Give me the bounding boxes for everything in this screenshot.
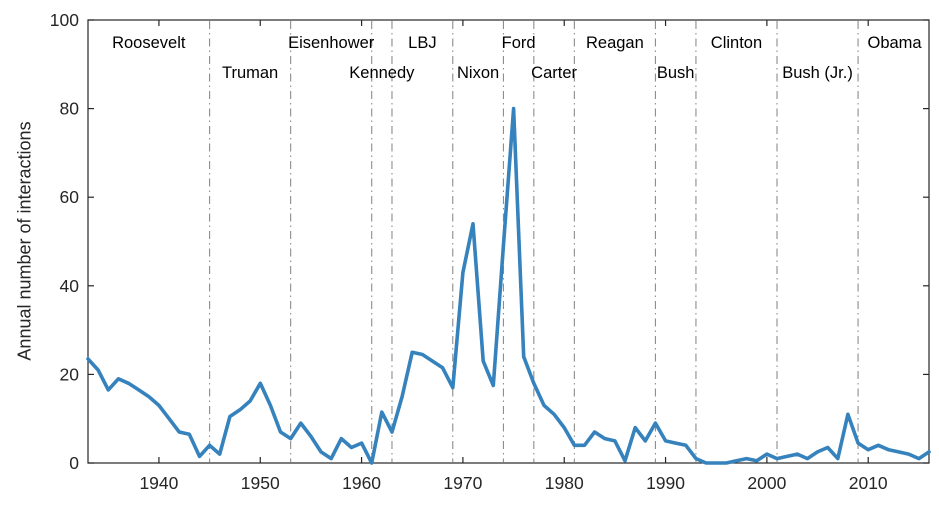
president-label-eisenhower: Eisenhower: [288, 34, 375, 52]
y-axis-label: Annual number of interactions: [14, 121, 35, 361]
interactions-line-series: [86, 106, 931, 465]
president-label-roosevelt: Roosevelt: [112, 34, 186, 52]
y-tick-label: 0: [69, 453, 79, 473]
president-label-ford: Ford: [501, 34, 536, 52]
president-label-lbj: LBJ: [408, 34, 437, 52]
y-tick-label: 60: [60, 187, 80, 207]
y-tick-label: 100: [50, 10, 79, 30]
president-label-bush-jr: Bush (Jr.): [782, 64, 853, 82]
axes-box: [87, 19, 930, 464]
x-tick-label: 2000: [747, 473, 786, 493]
president-label-truman: Truman: [221, 64, 279, 82]
x-tick-label: 1960: [342, 473, 381, 493]
y-tick-label: 20: [60, 364, 80, 384]
president-label-nixon: Nixon: [457, 64, 500, 82]
president-label-carter: Carter: [531, 64, 578, 82]
president-label-bush: Bush: [656, 64, 695, 82]
president-label-clinton: Clinton: [710, 34, 763, 52]
president-label-reagan: Reagan: [585, 34, 644, 52]
x-tick-label: 2010: [849, 473, 888, 493]
x-tick-label: 1970: [443, 473, 482, 493]
y-tick-label: 40: [60, 276, 80, 296]
president-label-obama: Obama: [867, 34, 922, 52]
x-tick-label: 1990: [646, 473, 685, 493]
x-tick-label: 1980: [545, 473, 584, 493]
president-label-kennedy: Kennedy: [349, 64, 415, 82]
x-tick-label: 1940: [139, 473, 178, 493]
x-tick-label: 1950: [241, 473, 280, 493]
y-tick-label: 80: [60, 99, 80, 119]
